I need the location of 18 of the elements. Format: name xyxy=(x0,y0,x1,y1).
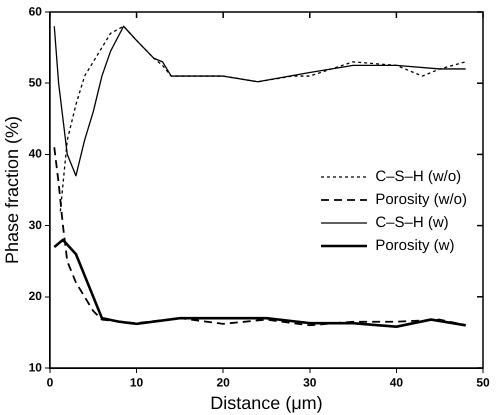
x-axis-title: Distance (μm) xyxy=(210,393,323,414)
legend-label: C–S–H (w/o) xyxy=(375,167,462,187)
legend-label: Porosity (w/o) xyxy=(375,190,467,210)
x-tick-label: 40 xyxy=(390,376,404,390)
x-tick-label: 0 xyxy=(46,376,54,390)
x-tick-label: 20 xyxy=(216,376,230,390)
y-axis-title: Phase fraction (%) xyxy=(2,116,22,264)
y-tick-label: 50 xyxy=(28,76,42,90)
legend-label: Porosity (w) xyxy=(375,236,454,256)
legend-label: C–S–H (w) xyxy=(375,213,449,233)
y-tick-label: 20 xyxy=(28,289,42,304)
x-tick-label: 10 xyxy=(130,376,144,390)
y-tick-label: 30 xyxy=(28,218,42,232)
y-tick-label: 60 xyxy=(28,4,42,18)
x-tick-label: 30 xyxy=(303,376,317,390)
x-tick-label: 50 xyxy=(476,376,490,390)
y-tick-label: 40 xyxy=(28,146,42,161)
y-tick-label: 10 xyxy=(28,360,42,374)
